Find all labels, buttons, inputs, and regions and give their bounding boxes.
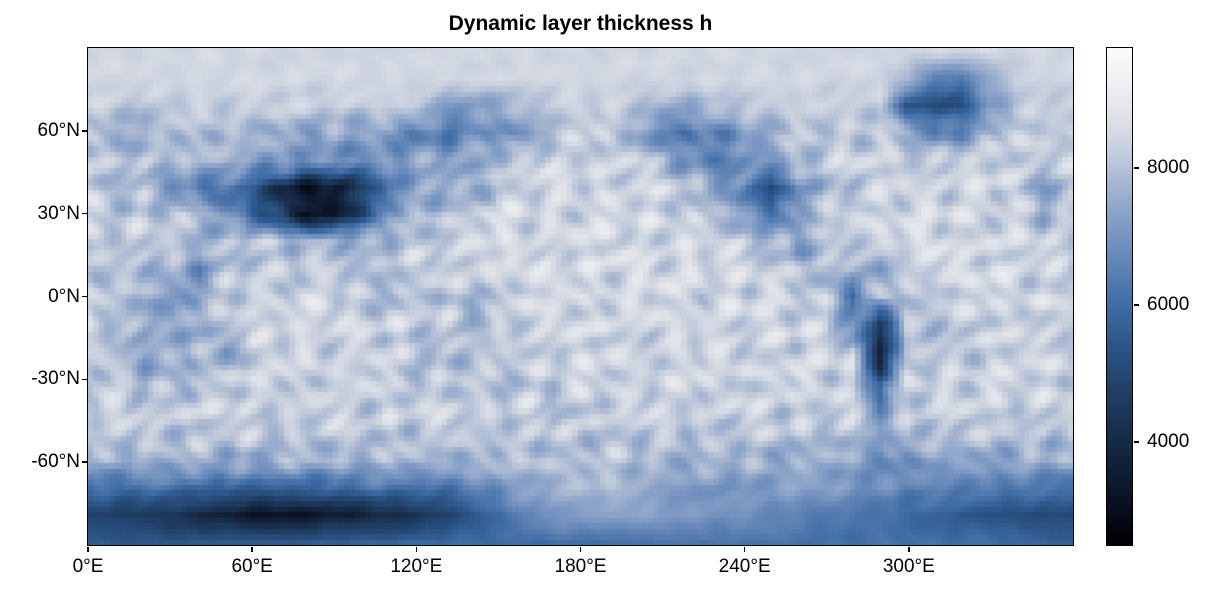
x-tick-label: 60°E — [231, 556, 273, 577]
colorbar-tick-label: 6000 — [1147, 294, 1190, 316]
x-tick-mark — [87, 546, 89, 552]
x-tick-mark — [743, 546, 746, 552]
y-tick-mark — [81, 378, 87, 381]
x-tick-label: 240°E — [718, 556, 771, 577]
x-tick-mark — [251, 546, 253, 552]
x-tick-mark — [579, 546, 582, 552]
x-tick-label: 0°E — [72, 556, 104, 577]
y-tick-mark — [81, 461, 87, 463]
y-tick-mark — [81, 130, 87, 132]
y-tick-label: 30°N — [37, 202, 80, 224]
colorbar-tick-label: 8000 — [1147, 156, 1190, 178]
y-tick-label: 60°N — [37, 119, 80, 141]
plot-frame — [86, 46, 1074, 546]
colorbar-tick-mark — [1133, 441, 1139, 443]
x-tick-mark — [908, 546, 910, 552]
colorbar-frame — [1105, 46, 1133, 546]
y-tick-label: -30°N — [31, 368, 80, 390]
y-tick-mark — [81, 212, 87, 215]
map-canvas — [87, 47, 1073, 545]
x-tick-label: 300°E — [882, 556, 935, 577]
y-tick-label: -60°N — [31, 451, 80, 473]
x-tick-mark — [415, 546, 418, 552]
y-tick-mark — [81, 295, 87, 298]
x-tick-label: 120°E — [390, 556, 443, 577]
x-tick-label: 180°E — [554, 556, 607, 577]
colorbar-tick-label: 4000 — [1147, 431, 1190, 453]
colorbar-canvas — [1106, 47, 1132, 545]
chart-title: Dynamic layer thickness h — [448, 12, 713, 35]
colorbar-tick-mark — [1133, 304, 1139, 306]
colorbar-tick-mark — [1133, 167, 1139, 169]
y-tick-label: 0°N — [48, 285, 80, 307]
